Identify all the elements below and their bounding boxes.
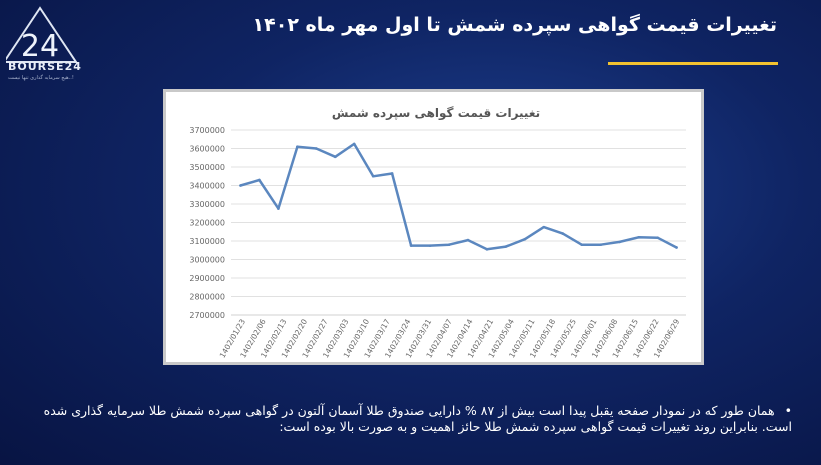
data-point bbox=[277, 207, 280, 210]
data-point bbox=[466, 238, 470, 242]
logo-mark: 24 bbox=[21, 29, 59, 64]
bullet-dot: • bbox=[784, 403, 792, 418]
data-point bbox=[599, 243, 602, 246]
data-point bbox=[675, 246, 678, 249]
data-point bbox=[333, 155, 337, 159]
data-point bbox=[561, 232, 565, 235]
description-paragraph: •همان طور که در نمودار صفحه یقبل پیدا اس… bbox=[40, 403, 792, 435]
description-text: همان طور که در نمودار صفحه یقبل پیدا است… bbox=[43, 403, 792, 434]
y-tick-label: 2900000 bbox=[189, 274, 225, 283]
data-point bbox=[239, 184, 242, 187]
data-point bbox=[428, 244, 432, 247]
data-point bbox=[296, 145, 299, 148]
slide-title: تغییرات قیمت گواهی سپرده شمش تا اول مهر … bbox=[252, 14, 777, 36]
gridlines bbox=[231, 129, 686, 316]
data-point bbox=[371, 174, 375, 178]
data-point bbox=[523, 237, 527, 241]
data-point bbox=[315, 147, 318, 150]
data-point bbox=[485, 248, 489, 251]
series bbox=[239, 142, 678, 251]
data-point bbox=[618, 240, 621, 244]
y-tick-label: 3300000 bbox=[189, 200, 225, 209]
data-point bbox=[504, 245, 508, 248]
data-point bbox=[656, 236, 659, 239]
data-point bbox=[580, 243, 584, 246]
y-tick-label: 3700000 bbox=[189, 126, 225, 135]
chart-title: تغییرات قیمت گواهی سپرده شمش bbox=[332, 106, 540, 121]
y-tick-label: 3000000 bbox=[189, 256, 225, 265]
data-point bbox=[409, 244, 413, 247]
data-point bbox=[637, 236, 640, 239]
chart-frame: تغییرات قیمت گواهی سپرده شمش 2700000 2800… bbox=[163, 89, 704, 365]
data-point bbox=[447, 243, 451, 246]
data-point bbox=[352, 142, 356, 146]
y-tick-label: 2700000 bbox=[189, 311, 225, 320]
y-tick-label: 3200000 bbox=[189, 219, 225, 228]
y-tick-label: 3100000 bbox=[189, 237, 225, 246]
data-point bbox=[542, 225, 546, 229]
y-tick-label: 3400000 bbox=[189, 182, 225, 191]
y-tick-label: 2800000 bbox=[189, 293, 225, 302]
x-axis: 1402/01/231402/02/061402/02/131402/02/20… bbox=[218, 314, 686, 359]
title-underline bbox=[608, 62, 778, 65]
bourse24-logo: 24 bbox=[6, 6, 78, 64]
y-axis: 2700000 2800000 2900000 3000000 3100000 32000… bbox=[189, 126, 225, 320]
data-point bbox=[390, 172, 394, 175]
y-tick-label: 3500000 bbox=[189, 163, 225, 172]
data-point bbox=[258, 178, 261, 182]
line-chart: تغییرات قیمت گواهی سپرده شمش 2700000 2800… bbox=[189, 106, 686, 359]
series-line bbox=[239, 142, 678, 251]
y-tick-label: 3600000 bbox=[189, 145, 225, 154]
logo-tagline: هیچ سرمایه گذاری تنها نیست..! bbox=[8, 75, 74, 81]
logo-name: BOURSE24 bbox=[8, 60, 82, 73]
